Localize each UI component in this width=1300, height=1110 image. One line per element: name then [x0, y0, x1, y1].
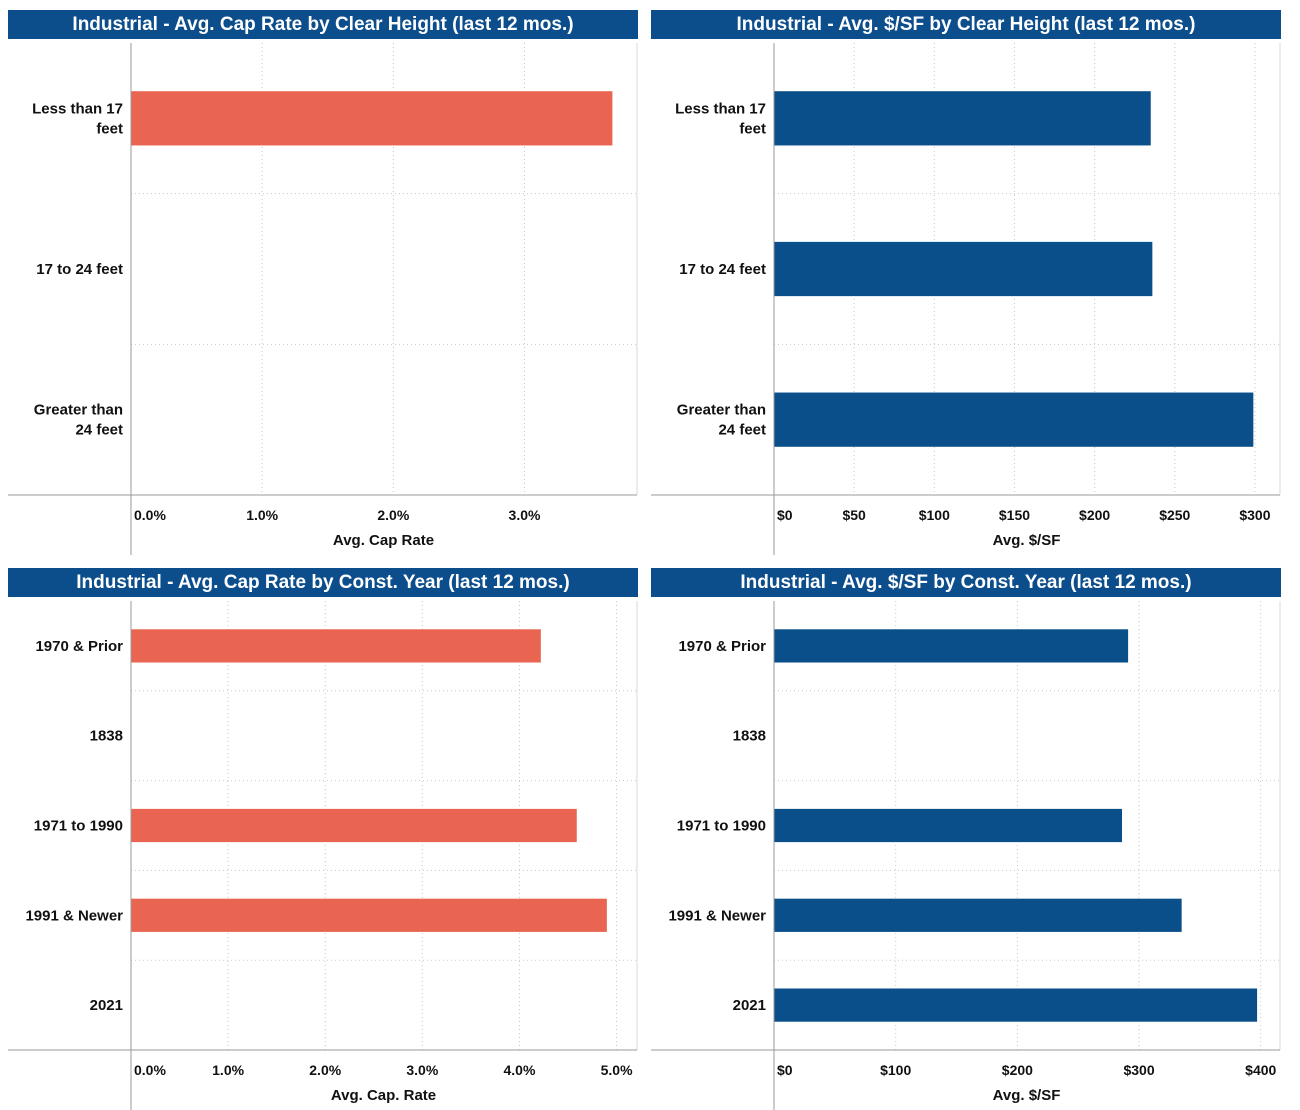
chart-psf-const-year: 1970 & Prior 1838 1971 to 1990 1991 & Newer… [651, 601, 1281, 1110]
x-tick-label: $300 [1239, 507, 1270, 523]
chart-cap-rate-const-year: 1970 & Prior 1838 1971 to 1990 1991 & Newer… [8, 601, 638, 1110]
bar [774, 988, 1258, 1022]
bar [131, 91, 613, 146]
category-label: 1991 & Newer [668, 907, 766, 924]
x-tick-label: $300 [1123, 1062, 1154, 1078]
bar [774, 629, 1129, 663]
panel-title: Industrial - Avg. Cap Rate by Const. Yea… [8, 568, 638, 597]
category-label: 17 to 24 feet [679, 261, 766, 278]
chart-psf-clear-height: Less than 17 feet 17 to 24 feet Greater tha… [651, 43, 1281, 555]
bar [774, 392, 1254, 447]
category-label: 17 to 24 feet [36, 261, 123, 278]
x-tick-label: $0 [777, 507, 793, 523]
x-tick-label: $50 [842, 507, 866, 523]
category-label: Greater than 24 feet [677, 402, 766, 439]
category-label: 1971 to 1990 [34, 818, 123, 835]
chart-cap-rate-clear-height: Less than 17 feet 17 to 24 feet Greater tha… [8, 43, 638, 555]
x-tick-label: $250 [1159, 507, 1190, 523]
x-tick-label: 2.0% [377, 507, 409, 523]
panel-cap-rate-const-year: Industrial - Avg. Cap Rate by Const. Yea… [8, 568, 638, 1110]
category-label: 1970 & Prior [678, 638, 766, 655]
category-label: Greater than 24 feet [34, 402, 123, 439]
x-tick-label: 0.0% [134, 1062, 166, 1078]
x-axis-title: Avg. $/SF [993, 1087, 1061, 1104]
x-tick-label: $0 [777, 1062, 793, 1078]
x-tick-label: $200 [1079, 507, 1110, 523]
bar [774, 808, 1123, 843]
panel-psf-const-year: Industrial - Avg. $/SF by Const. Year (l… [651, 568, 1281, 1110]
category-label: 1838 [90, 728, 123, 745]
x-tick-label: 2.0% [309, 1062, 341, 1078]
bar [774, 91, 1151, 146]
x-tick-label: $100 [919, 507, 950, 523]
category-label: 1970 & Prior [35, 638, 123, 655]
x-tick-label: 4.0% [504, 1062, 536, 1078]
panel-title: Industrial - Avg. Cap Rate by Clear Heig… [8, 10, 638, 39]
panel-title: Industrial - Avg. $/SF by Clear Height (… [651, 10, 1281, 39]
category-label: 2021 [733, 997, 766, 1014]
category-label: 1991 & Newer [25, 907, 123, 924]
panel-cap-rate-clear-height: Industrial - Avg. Cap Rate by Clear Heig… [8, 10, 638, 555]
x-axis-title: Avg. Cap. Rate [331, 1087, 436, 1104]
panel-title: Industrial - Avg. $/SF by Const. Year (l… [651, 568, 1281, 597]
x-axis-title: Avg. Cap Rate [333, 532, 434, 549]
x-tick-label: $100 [880, 1062, 911, 1078]
x-tick-label: $400 [1245, 1062, 1276, 1078]
bar [131, 629, 541, 663]
category-label: Less than 17 feet [675, 100, 766, 137]
bar [131, 808, 577, 843]
x-tick-label: $200 [1002, 1062, 1033, 1078]
x-tick-label: 1.0% [212, 1062, 244, 1078]
category-label: 2021 [90, 997, 123, 1014]
panel-psf-clear-height: Industrial - Avg. $/SF by Clear Height (… [651, 10, 1281, 555]
bar [131, 898, 607, 932]
bar [774, 241, 1153, 297]
category-label: 1971 to 1990 [677, 818, 766, 835]
bar [774, 898, 1182, 932]
category-label: Less than 17 feet [32, 100, 123, 137]
x-tick-label: $150 [999, 507, 1030, 523]
x-axis-title: Avg. $/SF [993, 532, 1061, 549]
category-label: 1838 [733, 728, 766, 745]
x-tick-label: 5.0% [601, 1062, 633, 1078]
x-tick-label: 0.0% [134, 507, 166, 523]
x-tick-label: 1.0% [246, 507, 278, 523]
x-tick-label: 3.0% [406, 1062, 438, 1078]
x-tick-label: 3.0% [509, 507, 541, 523]
